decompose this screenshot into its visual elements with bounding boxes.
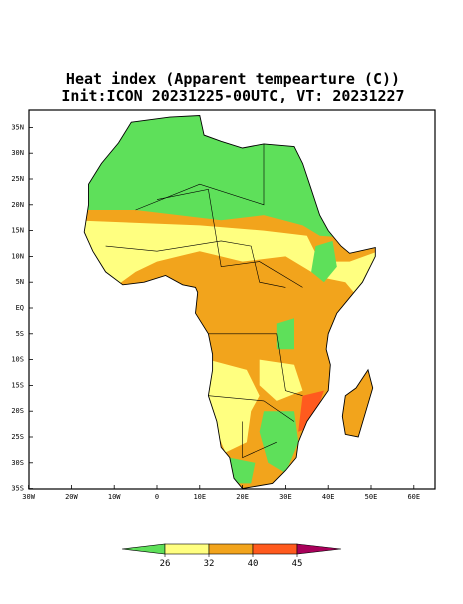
lat-tick-label: 25S [11, 433, 24, 441]
colorbar-segment [121, 543, 166, 555]
lat-tick-label: 5S [16, 330, 24, 338]
axis-ticks: 35N 30N 25N 20N 15N 10N 5N EQ 5S 10S 15S 20S 25S 30S 3… [11, 123, 420, 501]
lon-tick-label: 0 [155, 493, 159, 501]
lat-tick-label: 20S [11, 407, 24, 415]
lon-tick-label: 10W [108, 493, 121, 501]
colorbar: 26 32 40 45 [121, 543, 342, 569]
border [208, 333, 303, 396]
colorbar-segment [296, 543, 342, 555]
map-subtitle: Init:ICON 20231225-00UTC, VT: 20231227 [61, 87, 404, 105]
zone-mild [311, 240, 337, 283]
border [242, 421, 277, 459]
lat-tick-label: 10S [11, 356, 24, 364]
lat-tick-label: 30N [11, 149, 24, 157]
border [156, 188, 303, 288]
coastline [83, 115, 376, 490]
border [135, 143, 265, 211]
coast [83, 115, 376, 490]
lat-tick-label: 30S [11, 459, 24, 467]
lat-tick-label: 5N [16, 278, 24, 286]
lat-tick-label: 35N [11, 123, 24, 131]
lon-tick-label: 30W [22, 493, 35, 501]
lon-tick-label: 20W [65, 493, 78, 501]
border [208, 395, 295, 422]
colorbar-segment [208, 543, 254, 555]
lat-tick-label: 15S [11, 381, 24, 389]
zone-mild [276, 318, 294, 350]
lon-tick-label: 60E [407, 493, 420, 501]
lat-tick-label: 10N [11, 252, 24, 260]
lat-tick-label: EQ [16, 304, 24, 312]
lon-tick-label: 50E [365, 493, 378, 501]
zone-warm [208, 359, 260, 453]
zone-hot-east [298, 390, 324, 432]
zone-warm [259, 359, 303, 401]
colorbar-tick-label: 32 [204, 559, 215, 569]
lon-tick-label: 10E [193, 493, 206, 501]
lon-tick-label: 30E [279, 493, 292, 501]
lat-tick-label: 35S [11, 485, 24, 493]
colorbar-tick-label: 40 [248, 559, 259, 569]
lat-tick-label: 15N [11, 227, 24, 235]
lon-tick-label: 40E [322, 493, 335, 501]
map-title: Heat index (Apparent tempearture (C)) [66, 70, 400, 88]
colorbar-tick-label: 26 [160, 559, 171, 569]
zone-mild [229, 457, 256, 484]
colorbar-segment [164, 543, 210, 555]
zone-mild [259, 411, 299, 474]
colorbar-segment [252, 543, 298, 555]
lon-tick-label: 20E [236, 493, 249, 501]
border [105, 240, 286, 288]
zone-warm [84, 220, 376, 293]
lat-tick-label: 20N [11, 201, 24, 209]
lat-tick-label: 25N [11, 175, 24, 183]
colorbar-tick-label: 45 [292, 559, 303, 569]
